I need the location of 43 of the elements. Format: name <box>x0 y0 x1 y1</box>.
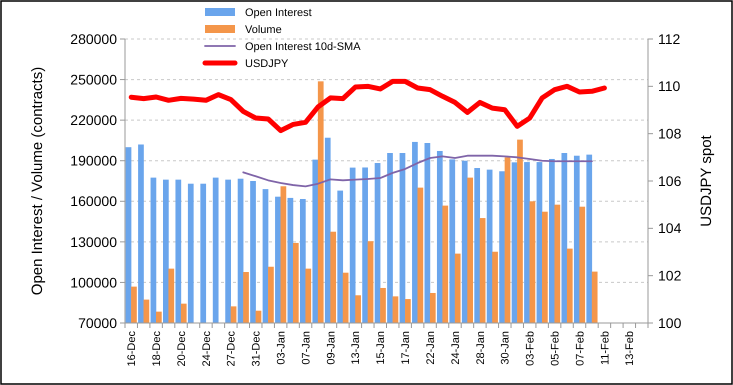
x-tick-label: 24-Dec <box>200 330 213 366</box>
y-tick-label: 220000 <box>70 112 118 128</box>
y2-tick-label: 100 <box>658 314 682 331</box>
y-tick-label: 250000 <box>70 71 118 88</box>
x-tick-label: 03-Jan <box>276 331 288 365</box>
x-tick-label: 03-Feb <box>524 331 537 366</box>
y-tick-label: 70000 <box>78 314 118 331</box>
y2-tick-label: 112 <box>658 30 681 47</box>
x-tick-label: 30-Jan <box>500 331 512 365</box>
y2-tick-label: 106 <box>658 172 682 189</box>
x-tick-label: 24-Jan <box>450 331 462 365</box>
x-tick-label: 22-Jan <box>424 331 437 365</box>
line-series <box>242 154 593 188</box>
y-tick-label: 280000 <box>70 30 118 47</box>
y-tick-label: 190000 <box>70 152 118 169</box>
y-tick-label: 130000 <box>70 234 118 250</box>
x-tick-label: 11-Feb <box>599 331 612 366</box>
y-tick-label: 160000 <box>70 193 118 210</box>
legend-label: Open Interest <box>245 6 312 19</box>
x-tick-label: 20-Dec <box>176 330 188 366</box>
legend-label: USDJPY <box>245 58 290 70</box>
x-tick-label: 18-Dec <box>150 330 163 366</box>
y2-axis-title: USDJPY spot <box>698 134 715 227</box>
legend-label: Volume <box>245 24 282 36</box>
x-tick-label: 07-Jan <box>300 331 312 365</box>
x-tick-label: 16-Dec <box>126 330 138 366</box>
x-tick-label: 31-Dec <box>250 330 263 366</box>
x-tick-label: 27-Dec <box>226 330 238 366</box>
legend-label: Open Interest 10d-SMA <box>245 40 362 53</box>
y-axis-title: Open Interest / Volume (contracts) <box>29 66 46 296</box>
x-tick-label: 17-Jan <box>400 331 412 365</box>
x-tick-label: 07-Feb <box>574 331 586 366</box>
y2-tick-label: 108 <box>658 126 682 142</box>
x-tick-label: 13-Jan <box>350 331 362 365</box>
y2-tick-label: 104 <box>658 220 682 236</box>
x-tick-label: 28-Jan <box>474 331 487 365</box>
x-tick-label: 05-Feb <box>549 331 562 366</box>
x-tick-label: 15-Jan <box>375 331 388 365</box>
x-tick-label: 13-Feb <box>624 331 636 366</box>
x-tick-label: 09-Jan <box>325 331 338 365</box>
y2-tick-label: 110 <box>658 78 681 94</box>
y-tick-label: 100000 <box>70 274 118 290</box>
y2-tick-label: 102 <box>658 268 682 284</box>
